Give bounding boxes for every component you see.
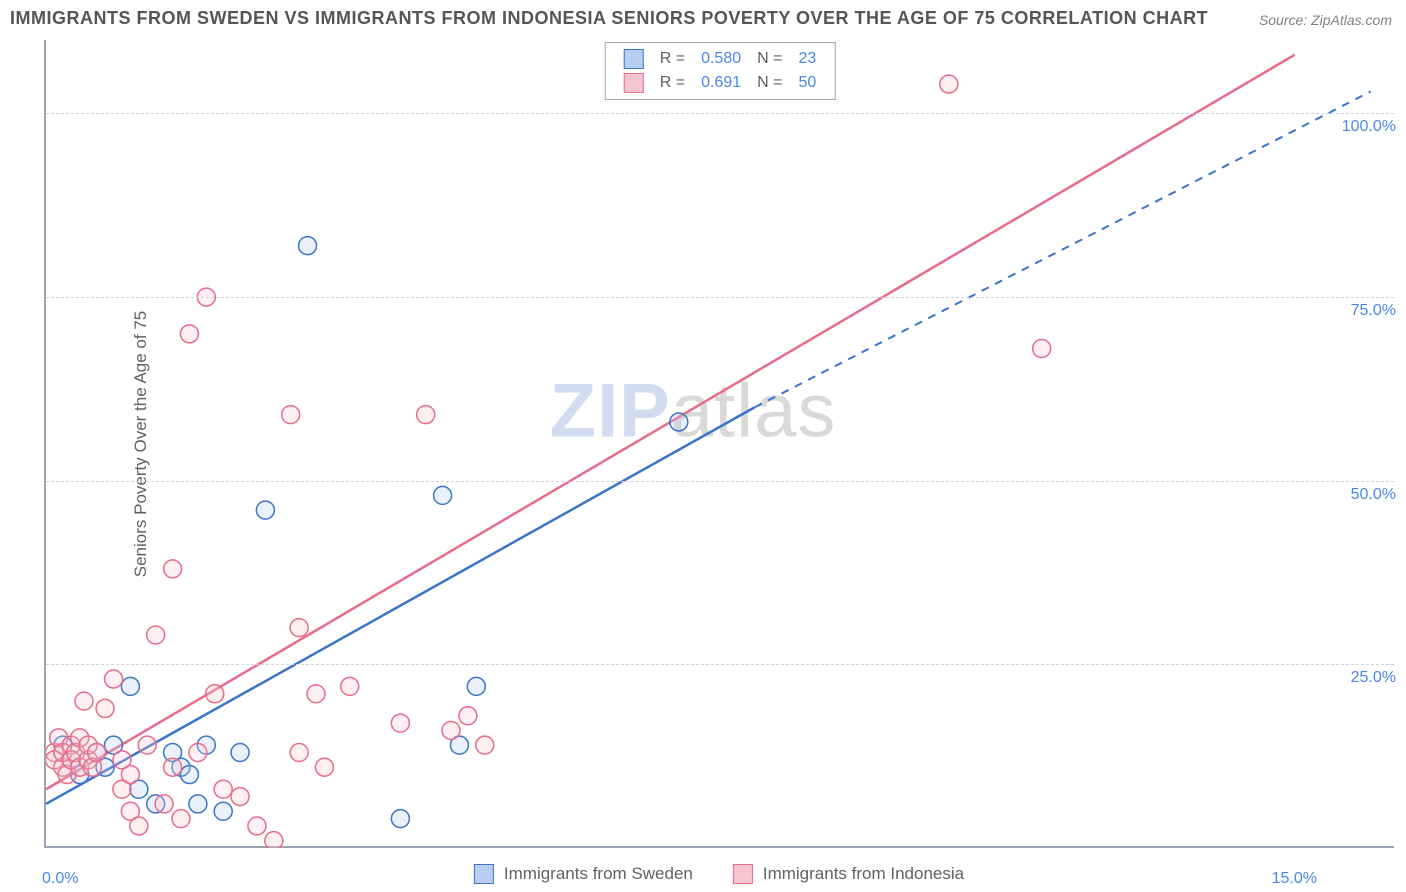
data-point xyxy=(164,560,182,578)
legend-series: Immigrants from Sweden Immigrants from In… xyxy=(474,864,964,884)
data-point xyxy=(442,721,460,739)
data-point xyxy=(180,325,198,343)
data-point xyxy=(459,707,477,725)
chart-svg xyxy=(46,40,1396,848)
legend-label: Immigrants from Indonesia xyxy=(763,864,964,884)
data-point xyxy=(164,758,182,776)
data-point xyxy=(476,736,494,754)
legend-n-value: 50 xyxy=(790,71,824,95)
data-point xyxy=(315,758,333,776)
x-tick-label: 0.0% xyxy=(42,870,78,888)
data-point xyxy=(1033,340,1051,358)
data-point xyxy=(105,670,123,688)
data-point xyxy=(299,237,317,255)
data-point xyxy=(88,744,106,762)
source-attribution: Source: ZipAtlas.com xyxy=(1259,12,1392,28)
data-point xyxy=(231,744,249,762)
data-point xyxy=(282,406,300,424)
data-point xyxy=(189,744,207,762)
legend-r-value: 0.580 xyxy=(693,47,749,71)
y-tick-label: 50.0% xyxy=(1351,486,1396,504)
data-point xyxy=(391,714,409,732)
data-point xyxy=(121,677,139,695)
plot-canvas: ZIPatlas R =0.580N =23R =0.691N =50 25.0… xyxy=(44,40,1394,848)
data-point xyxy=(147,626,165,644)
data-point xyxy=(248,817,266,835)
data-point xyxy=(214,802,232,820)
trend-line-extrapolated xyxy=(755,91,1371,407)
data-point xyxy=(290,619,308,637)
data-point xyxy=(206,685,224,703)
chart-title: IMMIGRANTS FROM SWEDEN VS IMMIGRANTS FRO… xyxy=(10,8,1208,29)
data-point xyxy=(231,788,249,806)
data-point xyxy=(155,795,173,813)
legend-swatch xyxy=(624,49,644,69)
data-point xyxy=(391,810,409,828)
gridline xyxy=(46,481,1394,482)
legend-item: Immigrants from Indonesia xyxy=(733,864,964,884)
x-tick-label: 15.0% xyxy=(1272,870,1317,888)
data-point xyxy=(180,766,198,784)
legend-r-label: R = xyxy=(652,47,693,71)
data-point xyxy=(290,744,308,762)
y-tick-label: 75.0% xyxy=(1351,302,1396,320)
data-point xyxy=(341,677,359,695)
data-point xyxy=(467,677,485,695)
legend-swatch xyxy=(474,864,494,884)
legend-n-label: N = xyxy=(749,71,790,95)
data-point xyxy=(434,486,452,504)
legend-item: Immigrants from Sweden xyxy=(474,864,693,884)
data-point xyxy=(214,780,232,798)
legend-r-label: R = xyxy=(652,71,693,95)
data-point xyxy=(307,685,325,703)
data-point xyxy=(940,75,958,93)
gridline xyxy=(46,113,1394,114)
legend-swatch xyxy=(624,73,644,93)
plot-area: Seniors Poverty Over the Age of 75 ZIPat… xyxy=(44,40,1394,848)
data-point xyxy=(256,501,274,519)
legend-n-label: N = xyxy=(749,47,790,71)
y-tick-label: 25.0% xyxy=(1351,669,1396,687)
legend-swatch xyxy=(733,864,753,884)
data-point xyxy=(189,795,207,813)
data-point xyxy=(75,692,93,710)
legend-label: Immigrants from Sweden xyxy=(504,864,693,884)
legend-r-value: 0.691 xyxy=(693,71,749,95)
data-point xyxy=(670,413,688,431)
data-point xyxy=(265,832,283,848)
data-point xyxy=(172,810,190,828)
legend-stats: R =0.580N =23 R =0.691N =50 xyxy=(605,42,836,100)
y-tick-label: 100.0% xyxy=(1342,118,1396,136)
gridline xyxy=(46,297,1394,298)
gridline xyxy=(46,664,1394,665)
legend-n-value: 23 xyxy=(790,47,824,71)
data-point xyxy=(121,766,139,784)
data-point xyxy=(417,406,435,424)
data-point xyxy=(130,817,148,835)
data-point xyxy=(138,736,156,754)
data-point xyxy=(96,699,114,717)
